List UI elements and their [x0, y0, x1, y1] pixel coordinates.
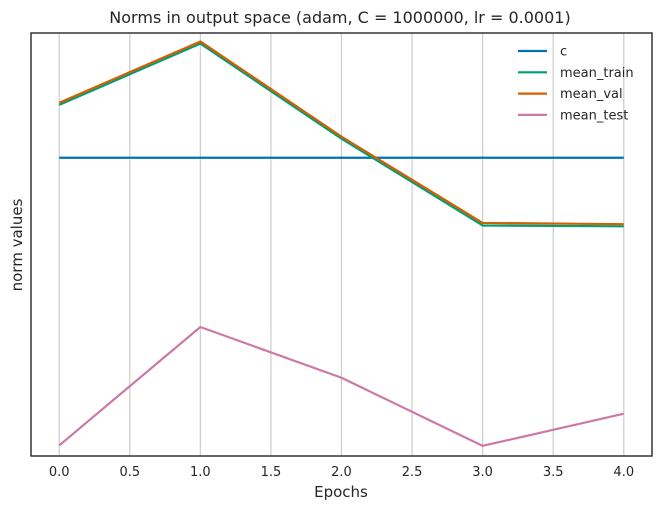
- legend-label: mean_test: [560, 108, 628, 123]
- x-tick-label: 3.5: [543, 465, 564, 480]
- series-line-mean-val: [58, 40, 624, 226]
- legend-label: c: [560, 45, 567, 60]
- legend: c mean_train mean_val mean_test: [518, 45, 634, 123]
- x-tick-label: 0.5: [119, 465, 140, 480]
- series-line-mean-train: [58, 42, 624, 228]
- x-tick-label: 3.0: [472, 465, 493, 480]
- y-axis-label: norm values: [8, 198, 26, 291]
- x-tick-label: 2.0: [331, 465, 352, 480]
- legend-label: mean_train: [560, 66, 634, 81]
- grid-lines: [58, 33, 625, 456]
- chart-title: Norms in output space (adam, C = 1000000…: [109, 8, 570, 27]
- series-line-mean-test: [58, 325, 625, 447]
- x-axis-ticks: 0.0 0.5 1.0 1.5 2.0 2.5 3.0 3.5 4.0: [49, 465, 634, 480]
- x-axis-label: Epochs: [314, 483, 368, 501]
- legend-label: mean_val: [560, 87, 623, 102]
- x-tick-label: 0.0: [49, 465, 70, 480]
- plot-area-frame: [30, 32, 653, 457]
- x-tick-label: 2.5: [402, 465, 423, 480]
- x-tick-label: 1.5: [261, 465, 282, 480]
- x-tick-label: 1.0: [190, 465, 211, 480]
- x-tick-label: 4.0: [613, 465, 634, 480]
- series-lines: [58, 40, 625, 447]
